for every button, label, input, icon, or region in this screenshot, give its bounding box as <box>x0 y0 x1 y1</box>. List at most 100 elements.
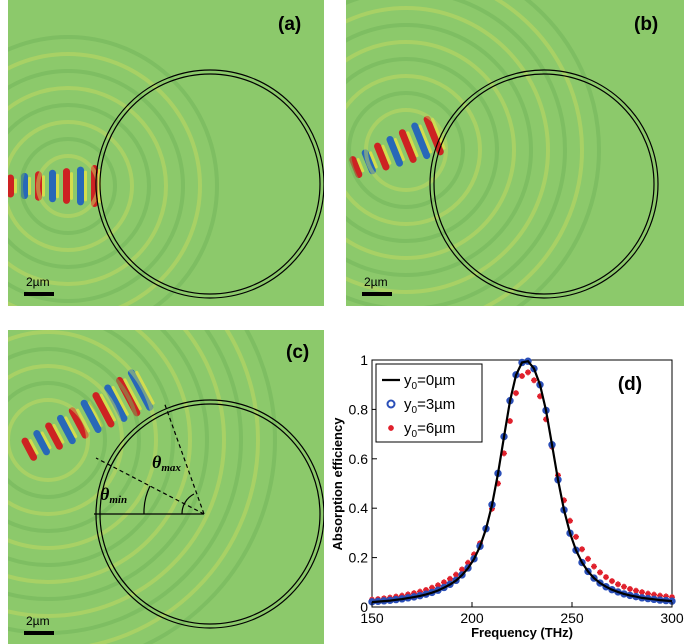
scattered-wavefront <box>8 35 219 306</box>
wave-edge <box>28 439 39 455</box>
wave-stripe <box>80 399 102 434</box>
theta-max-subscript: max <box>161 462 181 474</box>
wave-edge <box>64 416 78 439</box>
data-point-y0-6um <box>465 559 471 566</box>
scattered-wavefront <box>346 6 550 294</box>
scattered-wavefront <box>8 330 226 618</box>
data-point-y0-6um <box>459 566 465 573</box>
data-point-y0-6um <box>669 594 675 601</box>
ring-inner <box>433 73 655 295</box>
legend: y0=0µm y0=3µm y0=6µm <box>375 363 483 443</box>
panel-label-c: (c) <box>286 342 310 363</box>
axis-ticks: 150 200 250 300 0 0.2 0.4 0.6 0.8 1 <box>349 352 684 626</box>
y-tick-label: 0.8 <box>349 401 369 417</box>
data-point-y0-6um <box>435 582 441 589</box>
scale-bar-label: 2µm <box>26 614 50 628</box>
wave-edge <box>40 431 52 450</box>
scale-bar-label: 2µm <box>26 275 50 289</box>
scattered-wavefront <box>142 330 277 644</box>
wave-stripe <box>8 174 14 198</box>
scattered-wavefront <box>8 398 90 482</box>
wave-stripe <box>77 166 84 206</box>
wave-edge <box>84 170 87 202</box>
legend-subscript: 0 <box>412 429 418 440</box>
wave-edge <box>70 172 73 200</box>
data-point-y0-6um <box>447 575 453 582</box>
wave-stripe <box>49 169 56 203</box>
legend-label-rest: =6µm <box>417 420 455 437</box>
scattered-wavefront <box>8 86 168 286</box>
panel-label-a: (a) <box>278 14 302 35</box>
scattered-wavefront <box>8 330 209 601</box>
scattered-wavefront <box>8 330 192 584</box>
data-point-y0-6um <box>519 373 525 380</box>
wave-stripe <box>411 122 431 160</box>
data-point-y0-6um <box>453 571 459 578</box>
data-point-y0-6um <box>603 574 609 581</box>
data-point-y0-6um <box>507 418 513 425</box>
theta-min-arc <box>143 485 151 515</box>
scattered-wavefront <box>88 330 260 644</box>
scale-bar-label: 2µm <box>364 275 388 289</box>
data-point-y0-6um <box>543 416 549 423</box>
scattered-wavefront <box>347 91 465 209</box>
data-point-y0-6um <box>639 589 645 596</box>
scattered-wavefront <box>346 0 567 306</box>
data-point-y0-6um <box>645 590 651 597</box>
data-point-y0-6um <box>411 590 417 597</box>
wave-edge <box>56 173 59 199</box>
legend-subscript: 0 <box>412 405 418 416</box>
scattered-wavefront <box>346 23 533 277</box>
x-axis-label: Frequency (THz) <box>471 625 573 640</box>
legend-label-rest: =0µm <box>417 372 455 389</box>
scattered-wavefront <box>364 108 448 192</box>
wave-edge <box>356 158 365 173</box>
y-tick-label: 0.2 <box>349 550 369 566</box>
ring-outer <box>95 69 324 299</box>
scattered-wavefront <box>8 103 151 269</box>
legend-label: y0=0µm <box>404 372 455 392</box>
data-point-y0-6um <box>579 546 585 553</box>
wave-edge <box>135 370 155 405</box>
scattered-wavefront <box>516 0 601 306</box>
data-point-y0-6um <box>513 390 519 397</box>
x-tick-label: 200 <box>460 610 484 626</box>
y-tick-label: 1 <box>360 352 368 368</box>
scattered-wavefront <box>8 120 134 252</box>
data-point-y0-6um <box>567 517 573 524</box>
field-map-a <box>8 0 324 306</box>
scattered-wavefront <box>8 347 141 533</box>
field-panel-a: (a) 2µm <box>8 0 324 306</box>
wave-edge <box>123 378 142 411</box>
data-point-y0-6um <box>429 584 435 591</box>
panel-label-d: (d) <box>618 374 642 395</box>
theta-min-line <box>95 457 205 515</box>
wave-stripe <box>104 384 128 422</box>
chart-series-group <box>368 357 676 606</box>
wave-edge <box>99 393 116 422</box>
data-point-y0-6um <box>495 480 501 487</box>
data-point-y0-6um <box>423 586 429 593</box>
data-point-y0-6um <box>621 583 627 590</box>
data-point-y0-6um <box>627 585 633 592</box>
data-point-y0-6um <box>471 551 477 558</box>
data-point-y0-6um <box>657 592 663 599</box>
y-tick-label: 0.4 <box>349 500 369 516</box>
ring-outer <box>429 69 659 299</box>
data-point-y0-6um <box>525 369 531 376</box>
wave-edge <box>87 401 104 427</box>
legend-box <box>375 363 483 443</box>
data-point-y0-6um <box>441 579 447 586</box>
scattered-wavefront <box>346 57 499 243</box>
wave-stripe <box>45 422 63 450</box>
data-point-y0-6um <box>591 563 597 570</box>
field-map-b <box>346 0 684 306</box>
data-point-y0-6um <box>651 591 657 598</box>
scattered-wavefront <box>346 74 482 226</box>
ring-inner <box>99 73 321 295</box>
series-line-y0-0um <box>371 359 673 604</box>
x-tick-label: 250 <box>560 610 584 626</box>
scattered-wavefront <box>8 69 185 303</box>
scattered-wavefront <box>8 52 202 306</box>
